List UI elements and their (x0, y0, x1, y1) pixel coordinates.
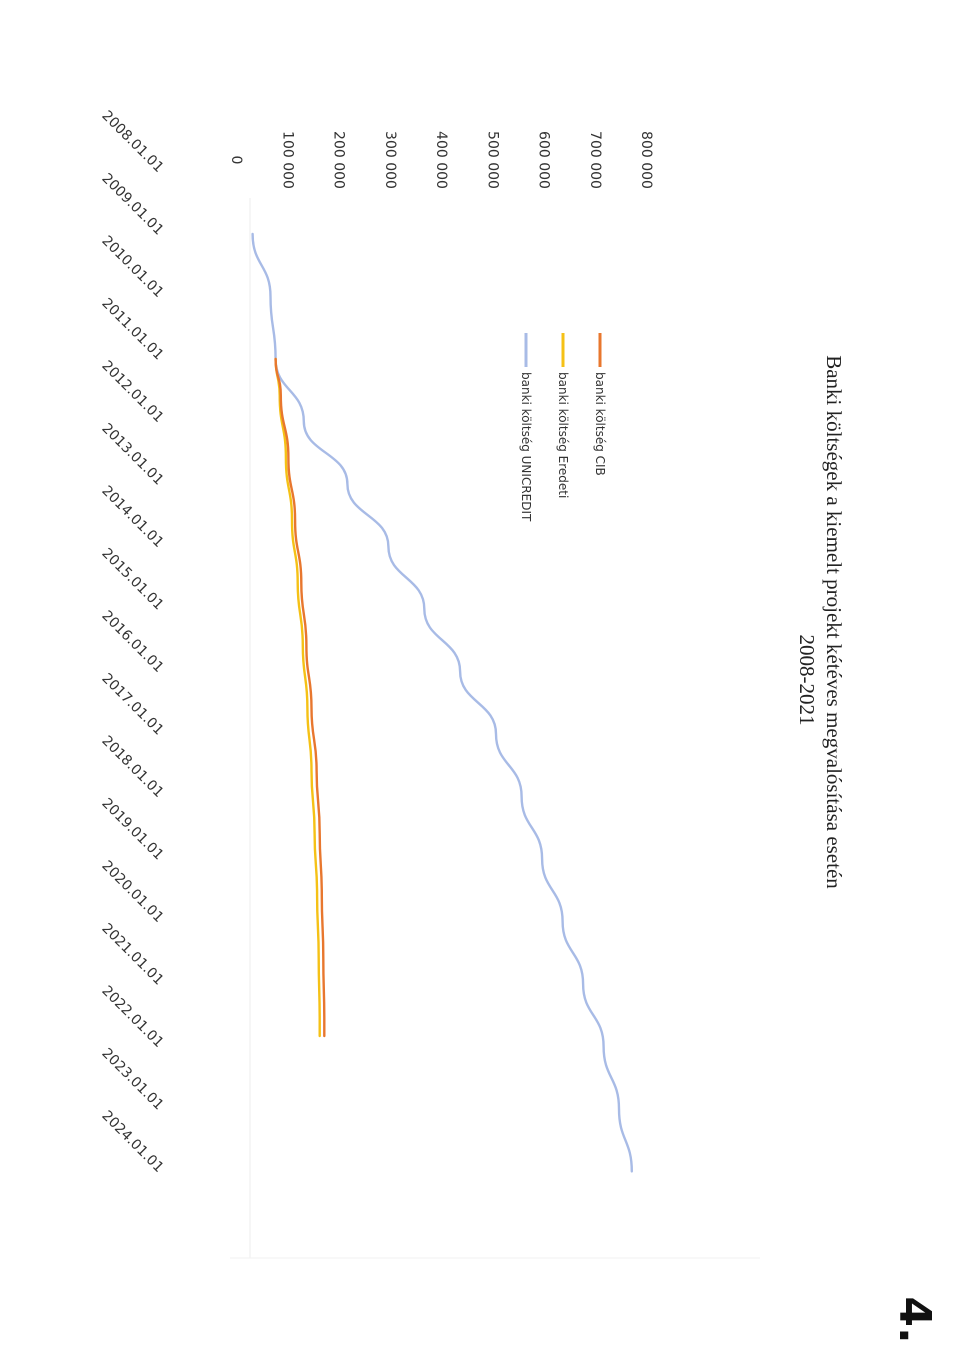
y-tick-label: 400 000 (433, 131, 449, 189)
x-tick-label: 2023.01.01 (98, 1045, 166, 1113)
y-tick-label: 800 000 (638, 131, 654, 189)
series-line (274, 357, 326, 1038)
x-tick-label: 2018.01.01 (98, 733, 166, 801)
plot-frame (230, 198, 760, 1259)
x-tick-label: 2012.01.01 (98, 358, 166, 426)
x-tick-label: 2013.01.01 (98, 420, 166, 488)
x-tick-label: 2011.01.01 (98, 295, 166, 363)
page-number: 4. (889, 1296, 940, 1343)
x-tick-label: 2015.01.01 (98, 545, 166, 613)
y-tick-label: 300 000 (382, 131, 398, 189)
x-tick-label: 2020.01.01 (98, 858, 166, 926)
x-tick-label: 2014.01.01 (98, 483, 166, 551)
x-tick-label: 2017.01.01 (98, 670, 166, 738)
chart-title: Banki költségek a kiemelt projekt kétéve… (822, 355, 846, 889)
legend-entry: banki költség CIB (593, 372, 607, 476)
y-tick-label: 600 000 (536, 131, 552, 189)
series-lines (251, 232, 633, 1173)
x-tick-label: 2019.01.01 (98, 795, 166, 863)
x-tick-label: 2008.01.01 (98, 108, 166, 176)
x-tick-label: 2016.01.01 (98, 608, 166, 676)
x-tick-label: 2024.01.01 (98, 1108, 166, 1176)
x-tick-label: 2010.01.01 (98, 233, 166, 301)
x-axis-ticks: 2008.01.012009.01.012010.01.012011.01.01… (98, 108, 166, 1176)
y-tick-label: 100 000 (279, 131, 295, 189)
series-line (251, 232, 633, 1173)
y-tick-label: 0 (228, 156, 244, 165)
series-line (274, 357, 321, 1038)
y-axis-ticks: 0 100 000 200 000 300 000 400 000 500 000 600 … (228, 131, 654, 189)
x-tick-label: 2021.01.01 (98, 920, 166, 988)
chart-subtitle: 2008-2021 (795, 635, 819, 726)
y-tick-label: 200 000 (331, 131, 347, 189)
legend-entry: banki költség Eredeti (556, 372, 570, 498)
y-tick-label: 700 000 (587, 131, 603, 189)
legend: banki költség CIB banki költség Eredeti ba… (519, 333, 607, 522)
legend-entry: banki költség UNICREDIT (519, 372, 533, 522)
x-tick-label: 2022.01.01 (98, 983, 166, 1051)
x-tick-label: 2009.01.01 (98, 170, 166, 238)
y-tick-label: 500 000 (484, 131, 500, 189)
